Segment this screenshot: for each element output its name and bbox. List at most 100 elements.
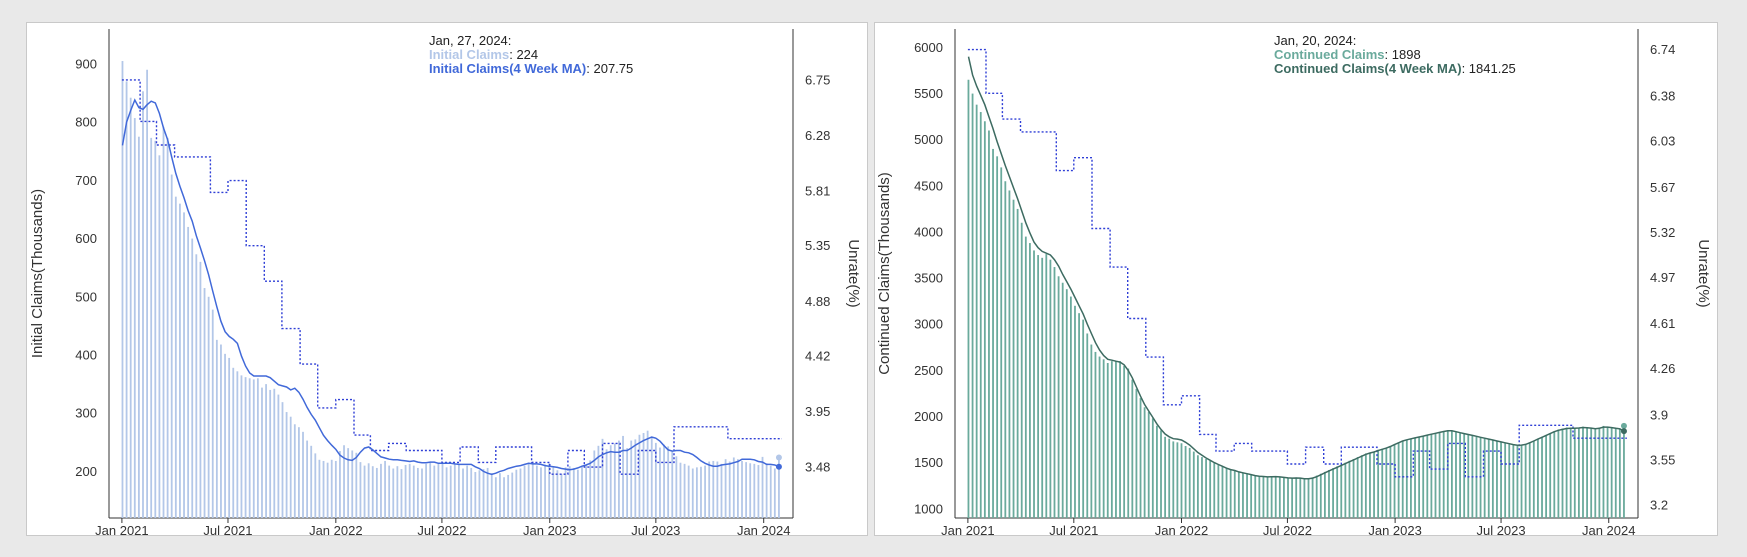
claims-bar[interactable]: [1418, 436, 1421, 518]
claims-bar[interactable]: [519, 468, 522, 518]
claims-bar[interactable]: [195, 254, 198, 519]
claims-bar[interactable]: [466, 465, 469, 518]
claims-bar[interactable]: [1377, 449, 1380, 518]
claims-bar[interactable]: [1246, 473, 1248, 518]
claims-bar[interactable]: [1192, 451, 1195, 518]
claims-bar[interactable]: [174, 196, 177, 518]
claims-bar[interactable]: [745, 462, 748, 518]
claims-bar[interactable]: [556, 470, 559, 518]
claims-bar[interactable]: [1258, 476, 1261, 518]
claims-bar[interactable]: [1168, 438, 1171, 518]
claims-bar[interactable]: [1299, 478, 1302, 518]
claims-bar[interactable]: [425, 463, 427, 518]
claims-bar[interactable]: [609, 445, 612, 518]
claims-bar[interactable]: [462, 468, 464, 518]
claims-bar[interactable]: [269, 389, 272, 518]
claims-bar[interactable]: [535, 465, 538, 518]
claims-bar[interactable]: [1598, 427, 1601, 518]
claims-bar[interactable]: [129, 97, 132, 518]
claims-bar[interactable]: [1045, 254, 1048, 518]
claims-bar[interactable]: [339, 451, 341, 518]
claims-bar[interactable]: [613, 443, 616, 518]
claims-bar[interactable]: [207, 296, 210, 518]
claims-bar[interactable]: [659, 447, 661, 518]
claims-bar[interactable]: [1156, 425, 1158, 518]
claims-bar[interactable]: [507, 474, 510, 518]
claims-bar[interactable]: [1008, 190, 1011, 518]
unrate-line[interactable]: [121, 79, 782, 475]
claims-bar[interactable]: [1115, 361, 1117, 518]
claims-bar[interactable]: [334, 460, 337, 518]
claims-bar[interactable]: [1098, 356, 1101, 518]
claims-bar[interactable]: [1549, 433, 1552, 518]
claims-bar[interactable]: [158, 155, 161, 518]
claims-bar[interactable]: [564, 467, 567, 518]
claims-bar[interactable]: [1434, 433, 1437, 518]
claims-bar[interactable]: [1561, 428, 1564, 519]
claims-bar[interactable]: [1487, 439, 1490, 518]
claims-bar[interactable]: [252, 379, 255, 518]
claims-bar[interactable]: [1590, 428, 1593, 519]
claims-bar[interactable]: [1524, 444, 1527, 518]
claims-bar[interactable]: [1344, 462, 1347, 518]
claims-bar[interactable]: [773, 468, 776, 518]
claims-bar[interactable]: [285, 412, 288, 518]
claims-bar[interactable]: [330, 459, 333, 518]
claims-bar[interactable]: [540, 467, 542, 518]
claims-bar[interactable]: [499, 473, 501, 518]
claims-bar[interactable]: [277, 394, 280, 518]
claims-bar[interactable]: [634, 439, 637, 518]
claims-bar[interactable]: [1594, 429, 1597, 518]
claims-bar[interactable]: [248, 378, 251, 518]
claims-bar[interactable]: [687, 465, 690, 518]
claims-bar[interactable]: [375, 467, 378, 518]
claims-bar[interactable]: [261, 387, 263, 518]
claims-bar[interactable]: [622, 435, 624, 518]
claims-bar[interactable]: [1266, 477, 1269, 518]
claims-bar[interactable]: [1414, 437, 1416, 518]
claims-bar[interactable]: [695, 467, 698, 518]
claims-bar[interactable]: [441, 462, 444, 518]
claims-bar[interactable]: [1102, 359, 1105, 518]
claims-bar[interactable]: [1196, 455, 1199, 518]
claims-bar[interactable]: [1164, 436, 1167, 518]
claims-bar[interactable]: [1086, 333, 1089, 518]
claims-bar[interactable]: [228, 357, 231, 518]
claims-bar[interactable]: [737, 459, 739, 518]
claims-bar[interactable]: [1450, 431, 1453, 518]
claims-bar[interactable]: [150, 137, 153, 519]
claims-bar[interactable]: [388, 465, 391, 518]
claims-bar[interactable]: [458, 465, 460, 518]
claims-bar[interactable]: [1381, 448, 1384, 518]
claims-bar[interactable]: [1328, 470, 1330, 518]
claims-bar[interactable]: [585, 465, 587, 518]
claims-bar[interactable]: [1340, 464, 1343, 518]
claims-bar[interactable]: [412, 465, 415, 518]
moving-average-line[interactable]: [967, 56, 1625, 480]
claims-bar[interactable]: [1029, 243, 1031, 519]
claims-bar[interactable]: [753, 463, 756, 518]
claims-bar[interactable]: [1123, 365, 1126, 518]
claims-bar[interactable]: [769, 465, 772, 518]
claims-bar[interactable]: [1004, 181, 1007, 519]
claims-bar[interactable]: [1135, 388, 1138, 518]
claims-bar[interactable]: [211, 309, 214, 518]
claims-bar[interactable]: [408, 463, 411, 518]
claims-bar[interactable]: [1225, 468, 1228, 518]
claims-bar[interactable]: [589, 460, 592, 518]
claims-bar[interactable]: [1139, 398, 1142, 518]
claims-bar[interactable]: [992, 148, 994, 518]
claims-bar[interactable]: [1278, 477, 1281, 518]
claims-bar[interactable]: [142, 91, 144, 518]
claims-bar[interactable]: [146, 69, 148, 518]
claims-bar[interactable]: [1614, 428, 1617, 519]
claims-bar[interactable]: [601, 438, 604, 518]
claims-bar[interactable]: [1410, 438, 1412, 518]
claims-bar[interactable]: [576, 469, 579, 518]
claims-bar[interactable]: [967, 79, 970, 518]
claims-bar[interactable]: [404, 465, 407, 518]
claims-bar[interactable]: [1545, 434, 1548, 518]
claims-bar[interactable]: [1283, 477, 1285, 518]
claims-bar[interactable]: [359, 462, 362, 518]
claims-bar[interactable]: [1602, 425, 1605, 518]
